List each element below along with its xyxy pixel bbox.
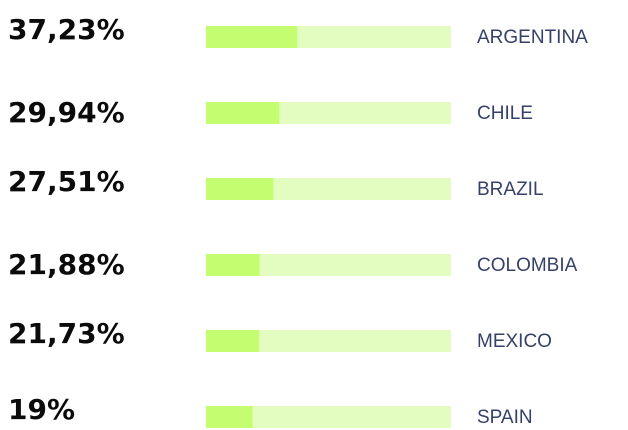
- bar: [206, 406, 253, 428]
- category-label: ARGENTINA: [477, 27, 588, 48]
- bar: [206, 254, 260, 276]
- category-label: MEXICO: [477, 331, 552, 352]
- bar-track: [206, 406, 451, 428]
- category-label: CHILE: [477, 103, 533, 124]
- bar-track: [206, 330, 451, 352]
- bar-track: [206, 254, 451, 276]
- category-label: COLOMBIA: [477, 255, 578, 276]
- bar: [206, 26, 298, 48]
- value-label: 37,23%: [8, 13, 125, 46]
- value-label: 19%: [8, 393, 75, 426]
- bar: [206, 102, 280, 124]
- value-label: 21,88%: [8, 248, 125, 281]
- value-label: 21,73%: [8, 317, 125, 350]
- category-label: BRAZIL: [477, 179, 544, 200]
- category-label: SPAIN: [477, 407, 533, 428]
- value-label: 27,51%: [8, 165, 125, 198]
- bar: [206, 330, 260, 352]
- bar: [206, 178, 274, 200]
- value-label: 29,94%: [8, 96, 125, 129]
